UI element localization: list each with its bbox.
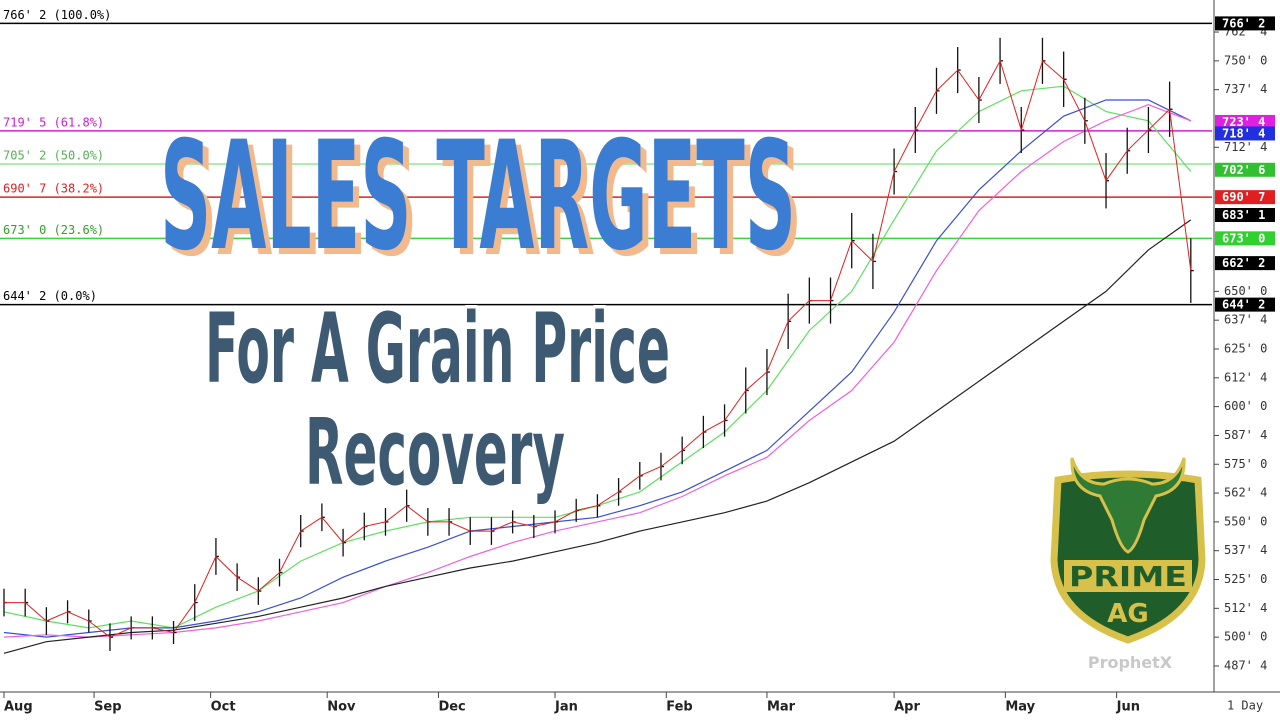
y-tick-label: 512' 4 xyxy=(1224,601,1267,615)
overlay-title: SALES TARGETS SALES TARGETS For A Grain … xyxy=(160,110,802,510)
y-tick-label: 600' 0 xyxy=(1224,399,1267,413)
moving-average xyxy=(3,219,1192,654)
level-label: 766' 2 (100.0%) xyxy=(3,8,111,22)
level-label: 644' 2 (0.0%) xyxy=(3,289,97,303)
provider-logo: ProphetX xyxy=(1088,653,1173,672)
level-label: 690' 7 (38.2%) xyxy=(3,182,104,196)
x-tick-label: Apr xyxy=(894,700,920,715)
x-tick-label: Oct xyxy=(211,700,236,715)
y-tick-label: 750' 0 xyxy=(1224,53,1267,67)
price-tag-label: 683' 1 xyxy=(1222,208,1265,222)
price-tag-label: 690' 7 xyxy=(1222,190,1265,204)
price-tag-label: 662' 2 xyxy=(1222,256,1265,270)
x-tick-label: Mar xyxy=(767,700,796,715)
price-tag xyxy=(1215,114,1275,129)
level-label: 719' 5 (61.8%) xyxy=(3,115,104,129)
y-tick-label: 487' 4 xyxy=(1224,658,1267,672)
x-tick-label: May xyxy=(1005,700,1035,715)
price-tag-label: 644' 2 xyxy=(1222,298,1265,312)
y-tick-label: 562' 4 xyxy=(1224,486,1267,500)
price-tag xyxy=(1215,208,1275,223)
price-tag-label: 766' 2 xyxy=(1222,16,1265,30)
interval-label: 1 Day xyxy=(1227,699,1263,713)
price-tag xyxy=(1215,190,1275,205)
logo-text: AG xyxy=(1107,599,1148,629)
y-tick-label: 637' 4 xyxy=(1224,313,1267,327)
logo-bull xyxy=(1070,457,1186,554)
subtitle: For A Grain Price xyxy=(205,293,670,405)
close-line xyxy=(4,59,1192,638)
price-tag xyxy=(1215,126,1275,141)
y-tick-label: 575' 0 xyxy=(1224,457,1267,471)
y-tick-label: 612' 4 xyxy=(1224,370,1267,384)
x-tick-label: Nov xyxy=(327,700,356,715)
price-tag xyxy=(1215,162,1275,177)
x-tick-label: Jan xyxy=(554,700,578,715)
price-tag-label: 718' 4 xyxy=(1222,126,1265,140)
moving-average xyxy=(3,99,1192,638)
x-tick-label: Feb xyxy=(666,700,692,715)
x-tick-label: Aug xyxy=(4,700,33,715)
price-tag-label: 702' 6 xyxy=(1222,163,1265,177)
y-tick-label: 625' 0 xyxy=(1224,341,1267,355)
y-tick-label: 587' 4 xyxy=(1224,428,1267,442)
y-tick-label: 500' 0 xyxy=(1224,630,1267,644)
plot-area: 766' 2 (100.0%) 719' 5 (61.8%) 705' 2 (50.… xyxy=(0,8,1212,654)
title: SALES TARGETS xyxy=(160,110,796,284)
price-tag xyxy=(1215,16,1275,31)
level-label: 673' 0 (23.6%) xyxy=(3,223,104,237)
price-tag xyxy=(1215,231,1275,246)
logo-text: PRIME xyxy=(1069,560,1187,593)
logo: PRIME AG ProphetX xyxy=(1050,457,1206,672)
logo-shield xyxy=(1050,470,1206,644)
logo-band xyxy=(1064,560,1192,592)
y-tick-label: 537' 4 xyxy=(1224,543,1267,557)
price-tag-label: 723' 4 xyxy=(1222,115,1265,129)
subtitle: Recovery xyxy=(305,399,565,506)
moving-average xyxy=(3,104,1192,638)
y-tick-label: 550' 0 xyxy=(1224,514,1267,528)
x-tick-label: Sep xyxy=(94,700,122,715)
y-tick-label: 650' 0 xyxy=(1224,284,1267,298)
price-tag xyxy=(1215,297,1275,312)
title-shadow: SALES TARGETS xyxy=(166,116,802,290)
y-tick-label: 712' 4 xyxy=(1224,140,1267,154)
y-tick-label: 525' 0 xyxy=(1224,572,1267,586)
price-tag-label: 673' 0 xyxy=(1222,231,1265,245)
level-label: 705' 2 (50.0%) xyxy=(3,149,104,163)
y-tick-label: 737' 4 xyxy=(1224,82,1267,96)
x-tick-label: Jun xyxy=(1116,700,1140,715)
price-tag xyxy=(1215,256,1275,271)
x-tick-label: Dec xyxy=(438,700,465,715)
